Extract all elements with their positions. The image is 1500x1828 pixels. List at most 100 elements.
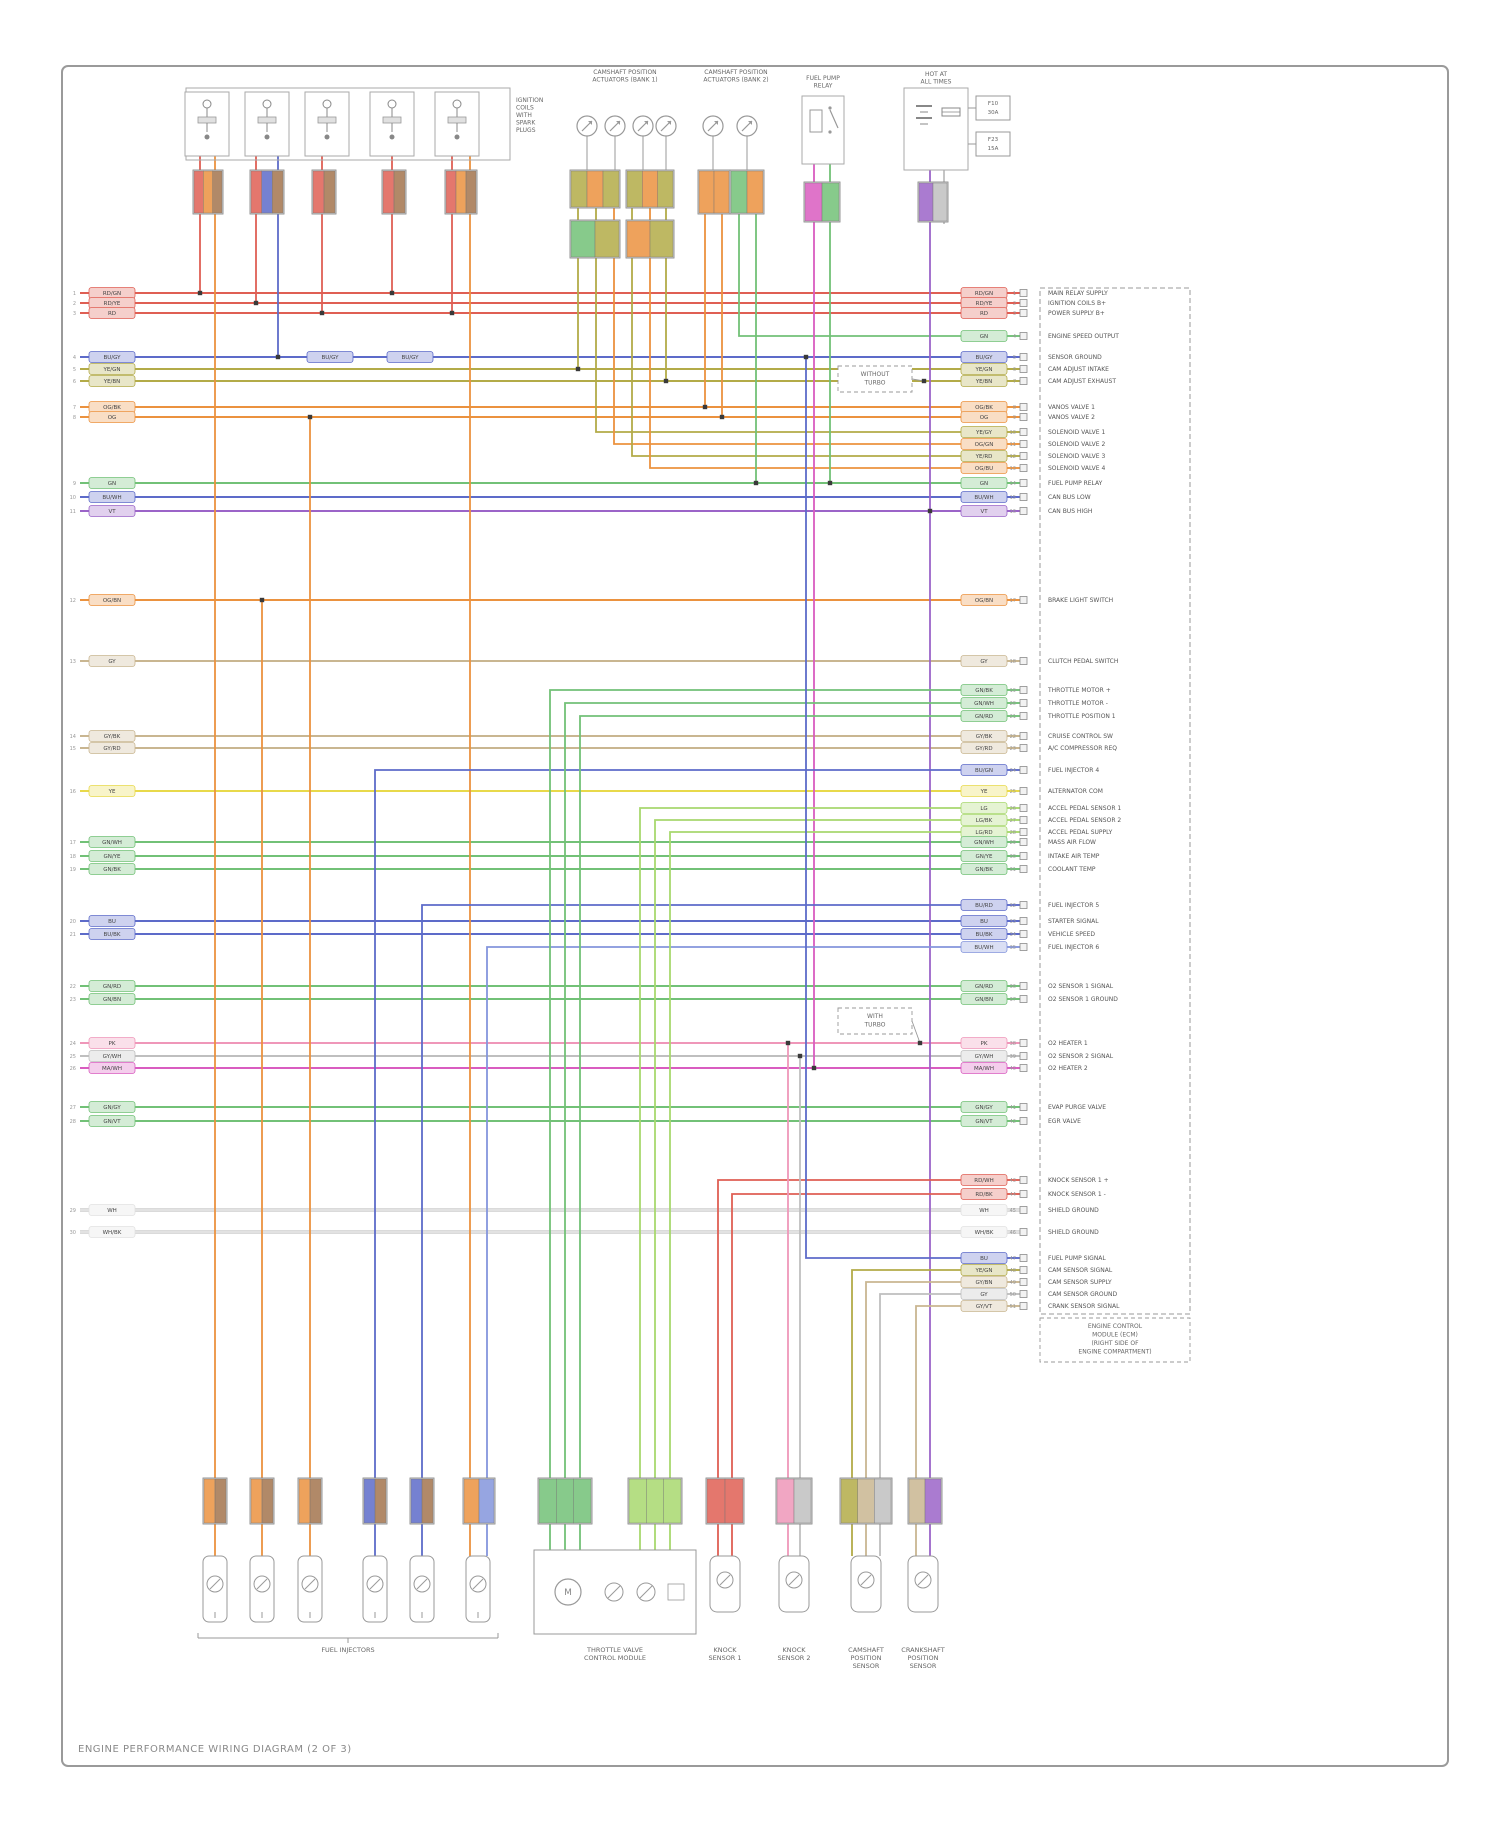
connector-band — [193, 170, 204, 214]
wire-color-code: PK — [981, 1041, 988, 1047]
ecm-pin — [1019, 1103, 1028, 1111]
wire-color-code: GY — [108, 659, 116, 665]
connector-band — [570, 220, 596, 258]
coil-terminal — [322, 99, 332, 109]
ecm-pin-label: SOLENOID VALVE 1 — [1048, 429, 1105, 436]
wire-label-bg — [961, 1062, 1007, 1074]
connector-band — [663, 1478, 682, 1524]
wire-color-code: GN/WH — [974, 840, 994, 846]
wire-label-bg — [89, 742, 135, 754]
wire-color-code: GN/RD — [975, 714, 993, 720]
splice-dot — [917, 1040, 923, 1046]
wire-color-code: LG/RD — [975, 830, 992, 836]
wire-label-bg — [961, 710, 1007, 722]
ecm-pin-number: 15 — [1010, 495, 1016, 501]
wire-label-bg — [961, 1276, 1007, 1288]
ecm-pin-label: KNOCK SENSOR 1 - — [1048, 1191, 1106, 1198]
wire-color-code: OG/BN — [103, 598, 121, 604]
ecm-pin-number: 8 — [1013, 405, 1016, 411]
ecm-pin — [1019, 1176, 1028, 1184]
coil-core — [317, 116, 337, 124]
ecm-pin — [1019, 403, 1028, 411]
component-label: KNOCK — [782, 1646, 806, 1654]
wire-label-bg — [961, 836, 1007, 848]
splice-dot — [785, 1040, 791, 1046]
component-label: FUEL PUMP — [806, 75, 840, 82]
ecm-pin — [1019, 766, 1028, 774]
wire-color-code: GN/BK — [975, 867, 993, 873]
wire-color-code: YE/GN — [974, 367, 992, 373]
wire-label-bg — [961, 742, 1007, 754]
wire-color-code: BU/WH — [974, 495, 993, 501]
splice-dot — [719, 414, 725, 420]
wire-color-code: WH/BK — [103, 1230, 122, 1236]
bus-pin-number: 21 — [70, 932, 76, 938]
wire-color-code: GY/VT — [976, 1304, 993, 1310]
note-text: WITH — [867, 1013, 883, 1020]
wire-label-bg — [961, 1264, 1007, 1276]
wire-color-code: OG/GN — [975, 442, 994, 448]
wire-color-code: YE/GN — [102, 367, 120, 373]
component-label: CONTROL MODULE — [584, 1654, 646, 1662]
wire-label-bg — [89, 863, 135, 875]
ecm-pin — [1019, 804, 1028, 812]
ecm-pin-label: STARTER SIGNAL — [1048, 918, 1099, 925]
wire — [669, 831, 1022, 1556]
wire-label-bg — [961, 684, 1007, 696]
component-label: COILS — [516, 105, 534, 112]
wire-label-badge — [88, 850, 136, 862]
wire-label-bg — [961, 287, 1007, 299]
injector-slash — [369, 1578, 381, 1590]
solenoid-arrowhead — [616, 121, 620, 125]
coil-terminal — [262, 99, 272, 109]
wire-label-bg — [89, 980, 135, 992]
ecm-pin-label: EGR VALVE — [1048, 1118, 1081, 1125]
wire-color-code: GN/GY — [103, 1105, 121, 1111]
bus-pin-number: 13 — [70, 659, 76, 665]
connector-band — [642, 170, 658, 208]
ecm-pin-label: O2 SENSOR 1 SIGNAL — [1048, 983, 1114, 990]
ecm-pin-label: VANOS VALVE 1 — [1048, 404, 1095, 411]
wire-color-code: GN/VT — [103, 1119, 121, 1125]
wire-label-bg — [961, 351, 1007, 363]
ecm-pin — [1019, 865, 1028, 873]
wire-label-bg — [89, 307, 135, 319]
splice-dot — [259, 597, 265, 603]
component-label: CRANKSHAFT — [901, 1646, 944, 1654]
coil-terminal — [452, 99, 462, 109]
connector-band — [250, 1478, 263, 1524]
component-label: ALL TIMES — [921, 79, 952, 86]
wire-color-code: OG/BK — [103, 405, 121, 411]
wire — [564, 702, 1022, 1556]
bus-pin-number: 9 — [73, 481, 76, 487]
ecm-pin-label: VEHICLE SPEED — [1048, 931, 1095, 938]
ecm-pin-number: 23 — [1010, 746, 1016, 752]
ecm-pin-label: CRANK SENSOR SIGNAL — [1048, 1303, 1120, 1310]
wire-color-code: GN — [980, 481, 988, 487]
wire-label-bg — [961, 594, 1007, 606]
component-label: RELAY — [814, 83, 833, 90]
ecm-pin-number: 25 — [1010, 789, 1016, 795]
wire-label-bg — [89, 993, 135, 1005]
ecm-pin — [1019, 852, 1028, 860]
ecm-pin — [1019, 901, 1028, 909]
ecm-pin-number: 28 — [1010, 830, 1016, 836]
wire-color-code: OG/BU — [975, 466, 993, 472]
wire-label-bg — [89, 1204, 135, 1216]
relay-coil — [809, 109, 823, 133]
component-label: SENSOR 2 — [777, 1654, 810, 1662]
wire-label-bg — [89, 1226, 135, 1238]
wire-label-bg — [961, 307, 1007, 319]
connector-band — [776, 1478, 795, 1524]
ecm-pin-number: 51 — [1010, 1304, 1016, 1310]
connector-band — [410, 1478, 423, 1524]
wire — [595, 208, 1022, 433]
splice-dot — [811, 1065, 817, 1071]
ecm-pin-number: 3 — [1013, 311, 1016, 317]
connector-band — [272, 170, 284, 214]
wire-color-code: GN/RD — [103, 984, 121, 990]
wire-color-code: RD — [108, 311, 116, 317]
ecm-pin — [1019, 1254, 1028, 1262]
wire-label-badge — [88, 1062, 136, 1074]
wire-label-bg — [89, 491, 135, 503]
